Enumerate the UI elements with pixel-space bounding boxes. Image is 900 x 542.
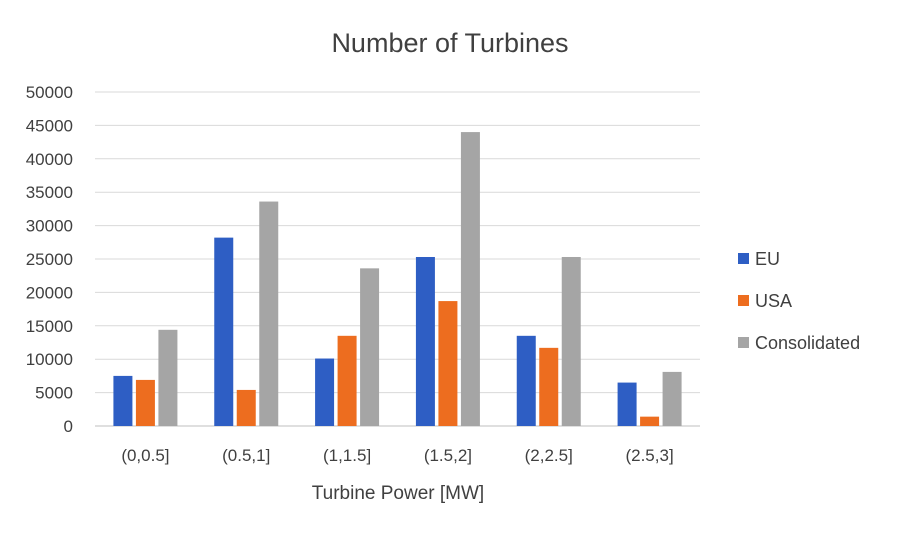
x-tick-label: (2.5,3] (625, 446, 673, 465)
x-tick-label: (2,2.5] (525, 446, 573, 465)
y-tick-label: 45000 (26, 116, 73, 135)
bar-usa-1 (236, 389, 256, 426)
bar-consolidated-2 (360, 268, 380, 426)
bar-usa-3 (438, 301, 458, 426)
bar-consolidated-3 (460, 132, 480, 426)
bar-eu-5 (617, 382, 637, 426)
bar-usa-2 (337, 335, 357, 426)
gridlines (95, 91, 700, 427)
x-axis-ticks: (0,0.5] (0.5,1] (1,1.5] (1.5,2] (2,2.5] (2.5,… (121, 446, 673, 465)
bar-eu-1 (214, 237, 234, 426)
y-tick-label: 0 (64, 417, 73, 436)
y-axis-ticks: 0 5000 10000 15000 20000 25000 30000 35000 40000… (26, 83, 73, 436)
x-tick-label: (0.5,1] (222, 446, 270, 465)
y-tick-label: 20000 (26, 283, 73, 302)
bar-consolidated-1 (259, 201, 279, 426)
y-tick-label: 40000 (26, 150, 73, 169)
bar-eu-4 (516, 335, 536, 426)
x-tick-label: (1,1.5] (323, 446, 371, 465)
bar-consolidated-0 (158, 329, 178, 426)
y-tick-label: 15000 (26, 317, 73, 336)
y-tick-label: 35000 (26, 183, 73, 202)
legend-swatch-eu (738, 253, 749, 264)
bars (113, 132, 682, 426)
legend-label-consolidated: Consolidated (755, 333, 860, 353)
legend: EU USA Consolidated (738, 249, 860, 353)
bar-usa-0 (135, 379, 155, 426)
x-tick-label: (1.5,2] (424, 446, 472, 465)
bar-eu-2 (315, 358, 335, 426)
y-tick-label: 5000 (35, 384, 73, 403)
bar-consolidated-5 (662, 371, 682, 426)
y-tick-label: 10000 (26, 350, 73, 369)
legend-label-eu: EU (755, 249, 780, 269)
chart-title: Number of Turbines (331, 28, 568, 58)
bar-eu-3 (415, 256, 435, 426)
legend-swatch-usa (738, 295, 749, 306)
bar-consolidated-4 (561, 256, 581, 426)
bar-eu-0 (113, 375, 133, 426)
y-tick-label: 50000 (26, 83, 73, 102)
bar-usa-4 (539, 347, 559, 426)
x-tick-label: (0,0.5] (121, 446, 169, 465)
y-tick-label: 30000 (26, 217, 73, 236)
x-axis-title: Turbine Power [MW] (312, 483, 484, 504)
legend-label-usa: USA (755, 291, 792, 311)
y-tick-label: 25000 (26, 250, 73, 269)
bar-usa-5 (640, 416, 660, 426)
legend-swatch-consolidated (738, 337, 749, 348)
